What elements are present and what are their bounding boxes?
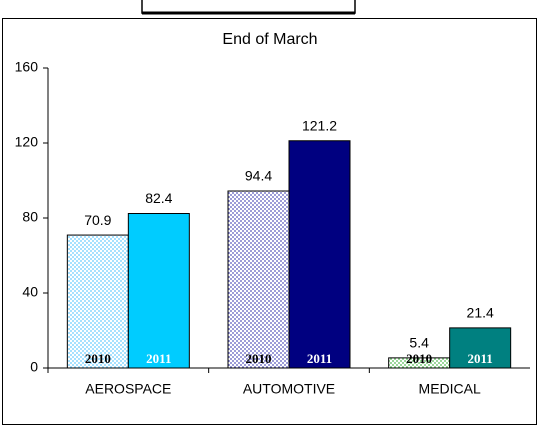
value-label: 21.4 <box>467 305 494 321</box>
bar <box>66 234 129 369</box>
y-tick-label: 120 <box>15 134 39 150</box>
x-tick-label: MEDICAL <box>419 381 481 397</box>
value-label: 94.4 <box>245 168 272 184</box>
y-tick-label: 40 <box>22 284 38 300</box>
bar-series-label: 2011 <box>146 351 171 366</box>
bar <box>449 327 512 369</box>
y-tick-label: 0 <box>30 359 38 375</box>
bar-series-label: 2011 <box>307 351 332 366</box>
bar-series-label: 2010 <box>406 351 432 366</box>
value-label: 82.4 <box>145 190 172 206</box>
bar <box>127 213 190 369</box>
value-label: 121.2 <box>302 117 337 133</box>
bar <box>227 190 290 369</box>
y-tick-label: 160 <box>15 59 39 75</box>
value-label: 70.9 <box>84 212 111 228</box>
bar-series-label: 2010 <box>246 351 272 366</box>
value-label: 5.4 <box>409 335 429 351</box>
header-box <box>141 0 356 14</box>
y-tick-label: 80 <box>22 209 38 225</box>
bar-series-label: 2010 <box>85 351 111 366</box>
bar-series-label: 2011 <box>468 351 493 366</box>
x-tick-label: AEROSPACE <box>85 381 171 397</box>
chart-title: End of March <box>222 31 317 48</box>
x-tick-label: AUTOMOTIVE <box>243 381 335 397</box>
bar <box>288 140 351 369</box>
